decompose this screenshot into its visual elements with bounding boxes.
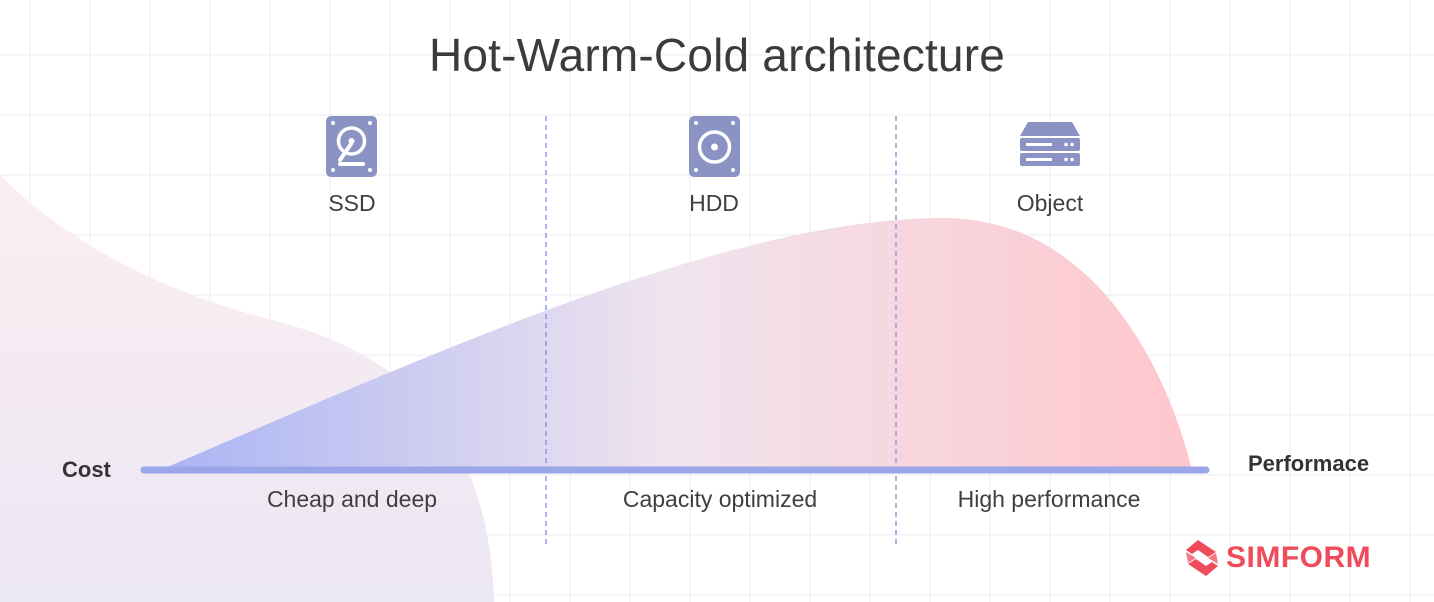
tier-label-ssd: SSD xyxy=(328,190,376,216)
simform-brand: SIMFORM xyxy=(1184,536,1371,580)
ssd-drive-icon xyxy=(326,116,377,177)
brand-name: SIMFORM xyxy=(1226,541,1372,574)
diagram-title: Hot-Warm-Cold architecture xyxy=(428,29,1006,81)
tier-description-object: High performance xyxy=(957,486,1141,512)
simform-logo-icon xyxy=(1186,540,1218,576)
object-storage-server-icon xyxy=(1020,122,1080,166)
axis-label-performance: Performace xyxy=(1248,451,1370,476)
performance-curve xyxy=(160,217,1192,470)
tier-description-hdd: Capacity optimized xyxy=(622,486,818,512)
tier-description-ssd: Cheap and deep xyxy=(266,486,438,512)
tier-label-hdd: HDD xyxy=(689,190,739,216)
left-background-blob xyxy=(0,175,494,602)
axis-label-cost: Cost xyxy=(62,457,111,482)
tier-label-object: Object xyxy=(1016,190,1084,216)
hdd-drive-icon xyxy=(689,116,740,177)
